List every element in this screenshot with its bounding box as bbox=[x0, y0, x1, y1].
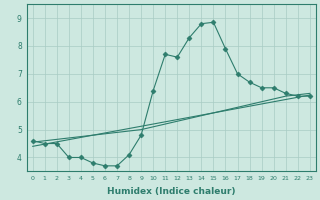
X-axis label: Humidex (Indice chaleur): Humidex (Indice chaleur) bbox=[107, 187, 236, 196]
